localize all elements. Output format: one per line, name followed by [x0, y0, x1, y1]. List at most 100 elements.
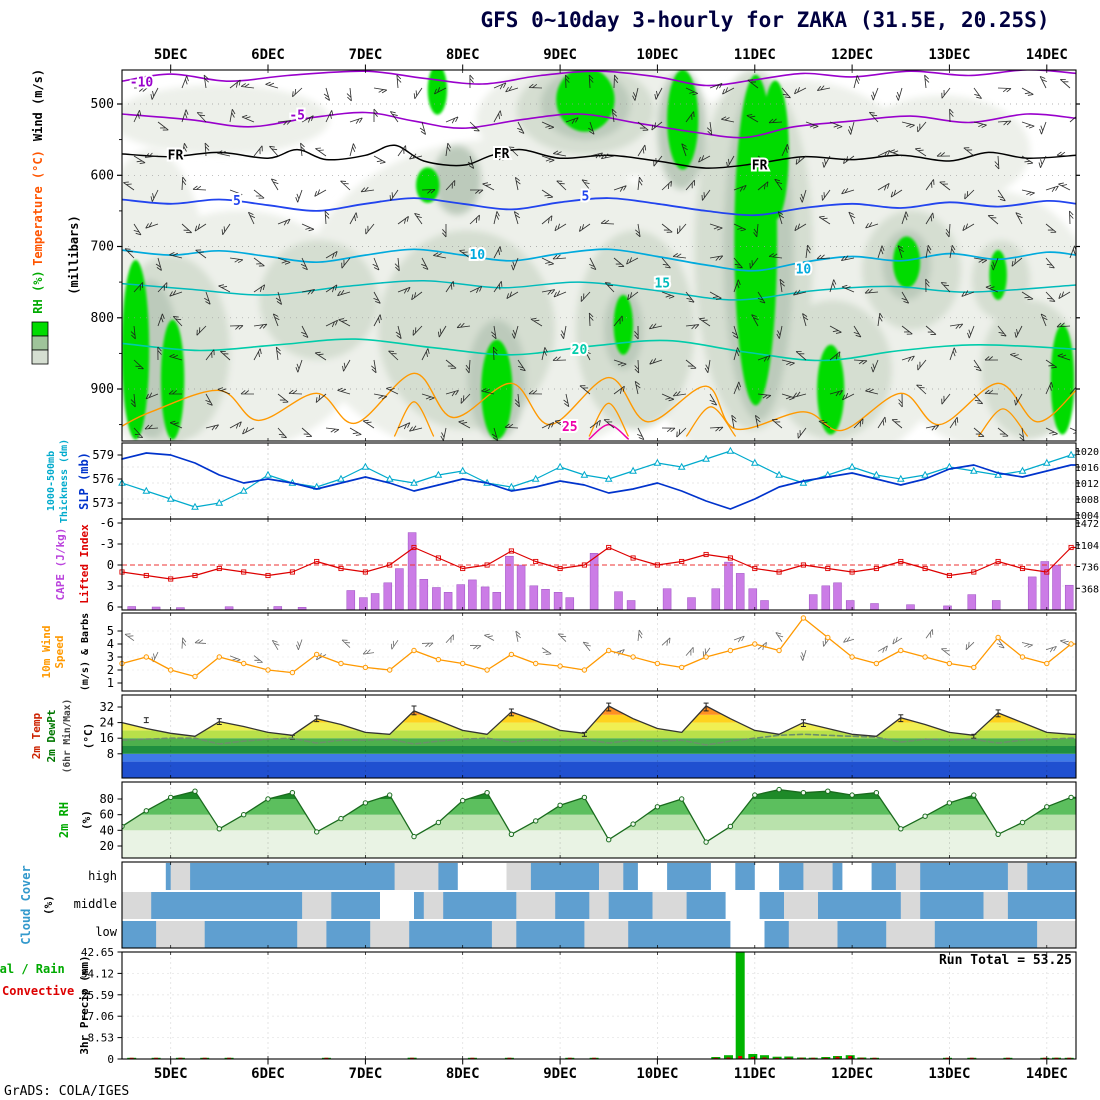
svg-text:(6hr Min/Max): (6hr Min/Max)	[62, 699, 73, 773]
svg-text:5: 5	[107, 624, 114, 638]
svg-text:FR: FR	[168, 148, 184, 163]
svg-text:13DEC: 13DEC	[928, 47, 970, 63]
svg-text:16: 16	[100, 731, 114, 745]
panel-precip: Run Total = 53.25	[121, 951, 1077, 1060]
svg-text:25: 25	[562, 420, 578, 435]
svg-text:500: 500	[91, 97, 114, 112]
svg-text:FR: FR	[752, 158, 768, 173]
svg-text:1: 1	[107, 676, 114, 690]
svg-text:6DEC: 6DEC	[251, 47, 285, 63]
svg-text:900: 900	[91, 382, 114, 397]
svg-text:Total / Rain: Total / Rain	[0, 962, 65, 976]
svg-text:Thickness (dm): Thickness (dm)	[58, 439, 70, 523]
svg-text:low: low	[95, 925, 117, 939]
svg-text:11DEC: 11DEC	[734, 1066, 776, 1082]
svg-text:14DEC: 14DEC	[1026, 1066, 1068, 1082]
svg-text:7DEC: 7DEC	[349, 47, 383, 63]
svg-text:1000-500mb: 1000-500mb	[46, 451, 57, 511]
svg-text:736: 736	[1081, 563, 1099, 574]
svg-text:high: high	[88, 869, 117, 883]
svg-text:34.12: 34.12	[81, 967, 114, 980]
svg-text:10DEC: 10DEC	[636, 47, 678, 63]
svg-text:10: 10	[469, 248, 485, 263]
svg-text:3hr Precip (mm): 3hr Precip (mm)	[78, 955, 91, 1054]
svg-text:(millibars): (millibars)	[67, 215, 81, 294]
svg-text:2m Temp: 2m Temp	[30, 712, 43, 759]
page-title: GFS 0~10day 3-hourly for ZAKA (31.5E, 20…	[480, 8, 1050, 32]
rh-shading-cores	[122, 70, 1075, 440]
svg-text:24: 24	[100, 716, 114, 730]
panel-10m-wind	[119, 612, 1077, 692]
svg-text:-3: -3	[100, 537, 114, 551]
svg-text:Speed: Speed	[53, 635, 66, 668]
svg-text:2m RH: 2m RH	[57, 802, 71, 838]
svg-text:15: 15	[654, 277, 670, 292]
svg-text:10: 10	[796, 262, 812, 277]
svg-text:Lifted Index: Lifted Index	[78, 524, 91, 604]
svg-text:5: 5	[233, 194, 241, 209]
svg-text:12DEC: 12DEC	[831, 47, 873, 63]
svg-text:1020: 1020	[1075, 447, 1099, 458]
svg-text:800: 800	[91, 311, 114, 326]
svg-text:4: 4	[107, 637, 114, 651]
svg-text:1472: 1472	[1075, 519, 1099, 530]
svg-text:-6: -6	[100, 516, 114, 530]
svg-text:700: 700	[91, 240, 114, 255]
svg-text:42.65: 42.65	[81, 946, 114, 959]
svg-text:Temperature (°C): Temperature (°C)	[31, 150, 45, 266]
svg-text:1004: 1004	[1075, 511, 1099, 522]
svg-text:20: 20	[572, 343, 588, 358]
svg-text:Convective: Convective	[2, 984, 74, 998]
svg-text:7DEC: 7DEC	[349, 1066, 383, 1082]
svg-text:Wind (m/s): Wind (m/s)	[31, 69, 45, 141]
svg-text:(%): (%)	[42, 895, 55, 915]
svg-text:13DEC: 13DEC	[928, 1066, 970, 1082]
axes-and-labels: 5DEC 5DEC 6DEC 6DEC 7DEC 7DEC 8DEC 8DEC 9DEC 9DEC…	[0, 47, 1099, 1082]
svg-text:-10: -10	[130, 76, 154, 91]
svg-text:2m DewPt: 2m DewPt	[45, 710, 58, 763]
svg-text:6DEC: 6DEC	[251, 1066, 285, 1082]
svg-text:8DEC: 8DEC	[446, 47, 480, 63]
svg-text:Run Total = 53.25: Run Total = 53.25	[939, 953, 1072, 968]
svg-text:middle: middle	[74, 897, 117, 911]
svg-text:17.06: 17.06	[81, 1010, 114, 1023]
svg-text:FR: FR	[494, 147, 510, 162]
panel-2m-rh	[121, 781, 1077, 859]
svg-text:25.59: 25.59	[81, 989, 114, 1002]
svg-text:1012: 1012	[1075, 479, 1099, 490]
panel-cloud-cover	[121, 861, 1077, 949]
svg-text:5DEC: 5DEC	[154, 1066, 188, 1082]
svg-text:8DEC: 8DEC	[446, 1066, 480, 1082]
svg-text:-5: -5	[289, 108, 305, 123]
svg-text:10m Wind: 10m Wind	[40, 626, 53, 679]
svg-text:11DEC: 11DEC	[734, 47, 776, 63]
panel-li-cape	[119, 518, 1077, 611]
svg-text:368: 368	[1081, 584, 1099, 595]
svg-text:32: 32	[100, 700, 114, 714]
svg-text:40: 40	[100, 823, 114, 837]
svg-text:1008: 1008	[1075, 495, 1099, 506]
svg-text:12DEC: 12DEC	[831, 1066, 873, 1082]
svg-text:9DEC: 9DEC	[543, 47, 577, 63]
svg-text:2: 2	[107, 663, 114, 677]
svg-text:CAPE (J/kg): CAPE (J/kg)	[54, 528, 67, 601]
svg-text:10DEC: 10DEC	[636, 1066, 678, 1082]
svg-text:8: 8	[107, 747, 114, 761]
svg-text:3: 3	[107, 650, 114, 664]
svg-text:0: 0	[107, 558, 114, 572]
svg-text:579: 579	[92, 448, 114, 462]
svg-text:1104: 1104	[1075, 541, 1099, 552]
svg-text:60: 60	[100, 808, 114, 822]
svg-text:600: 600	[91, 168, 114, 183]
panel-2m-temp	[121, 694, 1077, 779]
svg-text:8.53: 8.53	[88, 1032, 115, 1045]
svg-text:(°C): (°C)	[82, 723, 95, 750]
svg-text:RH (%): RH (%)	[31, 270, 45, 313]
svg-text:0: 0	[107, 1053, 114, 1066]
grads-credit: GrADS: COLA/IGES	[4, 1084, 130, 1099]
svg-text:1016: 1016	[1075, 463, 1099, 474]
svg-text:5: 5	[581, 190, 589, 205]
svg-text:(%): (%)	[80, 810, 93, 830]
